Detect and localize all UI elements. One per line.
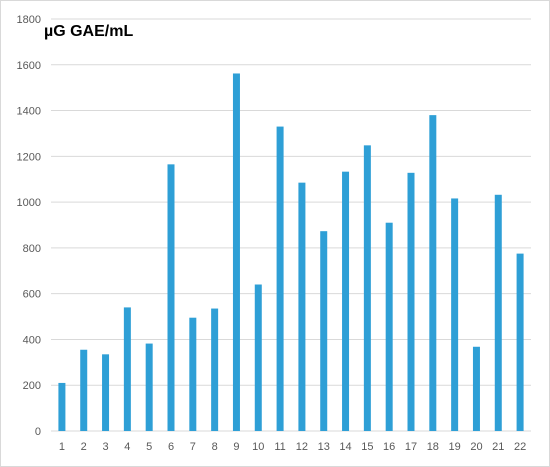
bar-10 — [254, 284, 262, 431]
bar-19 — [451, 198, 459, 431]
bar-2 — [80, 349, 88, 431]
y-tick-label: 1000 — [17, 197, 41, 209]
bar-16 — [385, 222, 393, 431]
x-tick-label: 16 — [383, 441, 395, 453]
bar-5 — [145, 343, 153, 431]
y-tick-label: 1200 — [17, 151, 41, 163]
x-tick-label: 10 — [252, 441, 264, 453]
bar-1 — [58, 382, 66, 431]
x-tick-label: 5 — [146, 441, 152, 453]
y-tick-label: 1800 — [17, 14, 41, 26]
y-tick-label: 1400 — [17, 106, 41, 118]
y-tick-label: 400 — [23, 334, 41, 346]
x-tick-label: 2 — [81, 441, 87, 453]
y-tick-label: 0 — [35, 426, 41, 438]
bar-6 — [167, 164, 175, 431]
y-axis-label: µG GAE/mL — [44, 23, 134, 40]
x-tick-label: 1 — [59, 441, 65, 453]
bar-3 — [102, 354, 110, 431]
x-tick-label: 9 — [233, 441, 239, 453]
x-tick-label: 18 — [427, 441, 439, 453]
x-tick-label: 8 — [212, 441, 218, 453]
y-tick-label: 800 — [23, 243, 41, 255]
x-tick-label: 21 — [492, 441, 504, 453]
bar-21 — [494, 194, 502, 431]
bar-14 — [342, 171, 350, 431]
x-tick-label: 15 — [361, 441, 373, 453]
bar-18 — [429, 115, 437, 431]
x-tick-label: 13 — [318, 441, 330, 453]
bar-8 — [211, 308, 219, 431]
y-tick-label: 1600 — [17, 60, 41, 72]
x-tick-label: 17 — [405, 441, 417, 453]
bar-9 — [232, 73, 240, 431]
bar-7 — [189, 317, 197, 431]
bar-20 — [472, 346, 480, 431]
x-tick-label: 22 — [514, 441, 526, 453]
bar-12 — [298, 182, 306, 431]
x-tick-label: 6 — [168, 441, 174, 453]
bar-17 — [407, 172, 415, 431]
bar-15 — [363, 145, 371, 431]
x-tick-label: 14 — [339, 441, 351, 453]
x-tick-label: 12 — [296, 441, 308, 453]
x-tick-label: 19 — [449, 441, 461, 453]
bar-11 — [276, 126, 284, 432]
x-tick-label: 7 — [190, 441, 196, 453]
x-tick-label: 11 — [274, 441, 285, 453]
x-tick-label: 3 — [102, 441, 108, 453]
x-tick-label: 20 — [470, 441, 482, 453]
x-tick-label: 4 — [124, 441, 130, 453]
bar-22 — [516, 253, 524, 431]
bar-13 — [320, 231, 328, 431]
y-tick-label: 200 — [23, 380, 41, 392]
y-tick-label: 600 — [23, 289, 41, 301]
bar-4 — [123, 307, 131, 431]
